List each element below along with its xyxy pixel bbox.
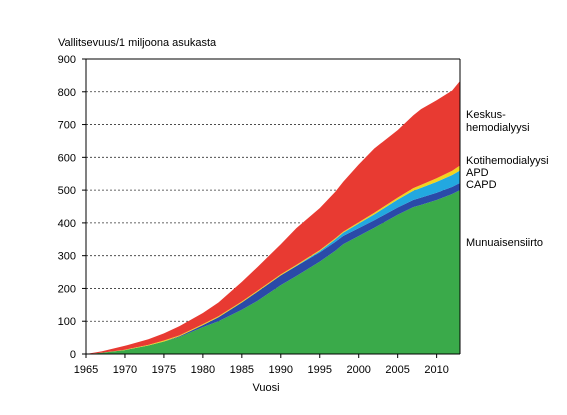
y-tick-label: 900: [58, 54, 76, 66]
x-tick-label: 1965: [74, 364, 98, 376]
area-series: [86, 80, 460, 355]
area-munuaisensiirto: [86, 190, 460, 354]
series-label-munuaisensiirto: Munuaisensiirto: [466, 237, 543, 249]
y-tick-label: 200: [58, 283, 76, 295]
area-capd: [86, 182, 460, 354]
y-tick-label: 0: [70, 349, 76, 361]
series-label-keskus-hemodialyysi: Keskus-hemodialyysi: [466, 109, 530, 134]
x-tick-label: 1975: [152, 364, 176, 376]
x-tick-label: 1980: [191, 364, 215, 376]
series-label-kotihemodialyysi: Kotihemodialyysi: [466, 155, 549, 167]
x-tick-label: 2005: [385, 364, 409, 376]
y-tick-label: 300: [58, 251, 76, 263]
y-axis-title: Vallitsevuus/1 miljoona asukasta: [58, 37, 217, 49]
y-tick-label: 400: [58, 218, 76, 230]
series-label-apd: APD: [466, 167, 489, 179]
y-tick-label: 500: [58, 185, 76, 197]
y-tick-label: 100: [58, 316, 76, 328]
area-kotihemodialyysi: [86, 165, 460, 354]
x-tick-label: 1970: [113, 364, 137, 376]
x-tick-label: 1995: [308, 364, 332, 376]
series-label-capd: CAPD: [466, 179, 497, 191]
x-tick-label: 2010: [424, 364, 448, 376]
x-tick-label: 1985: [230, 364, 254, 376]
x-tick-label: 2000: [346, 364, 370, 376]
x-axis-title: Vuosi: [252, 382, 279, 394]
x-tick-label: 1990: [269, 364, 293, 376]
area-apd: [86, 170, 460, 354]
y-tick-label: 600: [58, 152, 76, 164]
y-tick-label: 800: [58, 87, 76, 99]
y-tick-label: 700: [58, 120, 76, 132]
tick-labels: 0 100 200 300 400 500 600 700 800 900 1965 1970 1975…: [58, 54, 449, 376]
